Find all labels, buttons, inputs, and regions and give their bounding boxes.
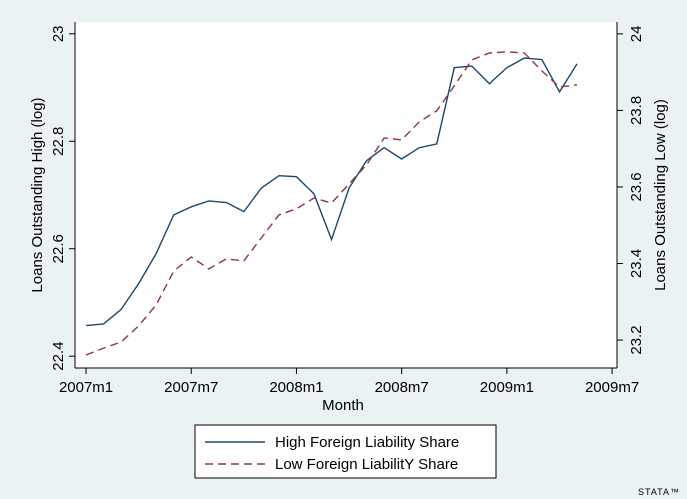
logo: STATA™ xyxy=(638,487,680,497)
x-tick-label: 2009m7 xyxy=(585,379,639,396)
y2-axis-title: Loans Outstanding Low (log) xyxy=(652,99,669,291)
y-tick-label: 22.8 xyxy=(50,127,67,156)
x-tick-label: 2007m1 xyxy=(59,379,113,396)
y2-tick-label: 23.8 xyxy=(628,96,645,125)
y2-tick-label: 23.4 xyxy=(628,249,645,278)
legend xyxy=(194,424,497,479)
x-tick-label: 2007m7 xyxy=(164,379,218,396)
legend-label: High Foreign Liability Share xyxy=(275,434,459,451)
y2-tick-label: 23.2 xyxy=(628,325,645,354)
series-line xyxy=(85,57,578,327)
x-axis-title: Month xyxy=(322,397,364,414)
y2-tick-label: 24 xyxy=(628,26,645,43)
y2-tick-label: 23.6 xyxy=(628,172,645,201)
x-tick-label: 2009m1 xyxy=(480,379,534,396)
legend-label: Low Foreign LiabilitY Share xyxy=(275,456,458,473)
x-tick-label: 2008m7 xyxy=(375,379,429,396)
y-tick-label: 23 xyxy=(50,25,67,42)
y-tick-label: 22.6 xyxy=(50,234,67,263)
y-tick-label: 22.4 xyxy=(50,342,67,371)
y-axis-title: Loans Outstanding High (log) xyxy=(29,97,46,292)
x-tick-label: 2008m1 xyxy=(269,379,323,396)
